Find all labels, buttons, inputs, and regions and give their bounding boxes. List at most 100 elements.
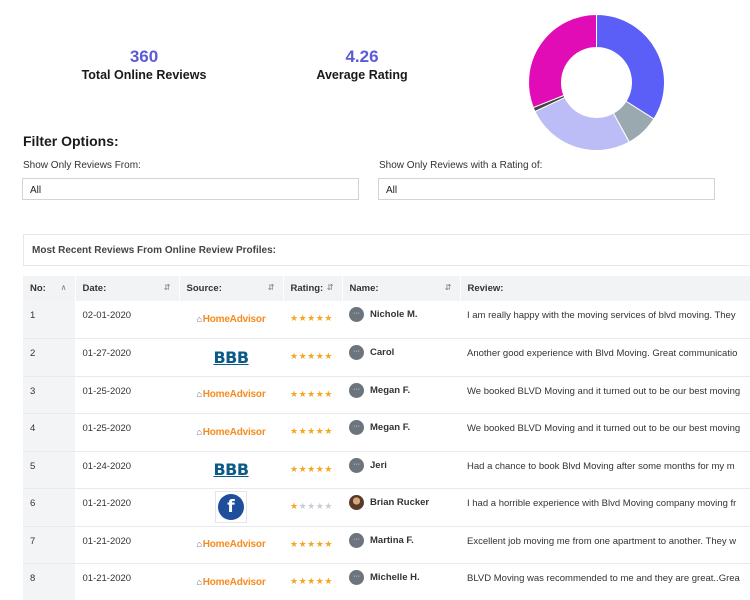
- table-row[interactable]: 8 01-21-2020 ⌂HomeAdvisor ★★★★★ ··· Michelle …: [23, 563, 750, 600]
- row-date: 01-21-2020: [75, 488, 179, 527]
- star-icon: ★: [324, 501, 333, 511]
- row-name: ··· Megan F.: [342, 413, 460, 452]
- homeadvisor-logo: ⌂HomeAdvisor: [196, 576, 266, 588]
- star-icon: ★: [298, 388, 308, 399]
- row-review: I am really happy with the moving servic…: [460, 301, 750, 339]
- header-rating[interactable]: Rating: ⇵: [283, 276, 343, 301]
- star-icon: ★: [324, 351, 333, 361]
- table-header-row: No: ∧ Date: ⇵ Source: ⇵ Rating: ⇵ Name: ⇵ Rev…: [23, 276, 750, 301]
- homeadvisor-logo: ⌂HomeAdvisor: [196, 389, 266, 401]
- star-icon: ★: [315, 313, 325, 323]
- avatar: ···: [349, 345, 364, 360]
- row-number: 7: [23, 526, 76, 564]
- row-name: Brian Rucker: [342, 488, 460, 527]
- source-filter-label: Show Only Reviews From:: [23, 160, 141, 171]
- avatar: ···: [349, 570, 364, 585]
- row-review: Another good experience with Blvd Moving…: [460, 338, 750, 377]
- table-row[interactable]: 1 02-01-2020 ⌂HomeAdvisor ★★★★★ ··· Nichole M…: [23, 301, 750, 339]
- header-date-label: Date:: [82, 283, 107, 294]
- reviewer-name: Brian Rucker: [370, 497, 430, 508]
- row-name: ··· Nichole M.: [342, 301, 460, 339]
- row-number: 6: [23, 488, 76, 527]
- row-source: BBB: [179, 338, 283, 377]
- row-number: 4: [23, 413, 76, 452]
- row-number: 8: [23, 563, 76, 600]
- avatar: ···: [349, 307, 364, 322]
- sort-icon: ⇵: [267, 283, 275, 292]
- donut-slice-2[interactable]: [534, 96, 630, 151]
- row-source: ⌂HomeAdvisor: [179, 526, 283, 564]
- average-rating-value: 4.26: [345, 47, 379, 66]
- facebook-logo: f: [215, 491, 247, 524]
- header-review[interactable]: Review:: [460, 276, 750, 301]
- table-row[interactable]: 4 01-25-2020 ⌂HomeAdvisor ★★★★★ ··· Megan F. W…: [23, 413, 750, 452]
- star-icon: ★: [298, 463, 308, 474]
- header-review-label: Review:: [467, 283, 504, 294]
- star-icon: ★: [290, 463, 299, 474]
- total-reviews-stat: 360 Total Online Reviews: [60, 47, 228, 83]
- row-date: 01-21-2020: [75, 563, 179, 600]
- average-rating-stat: 4.26 Average Rating: [292, 47, 432, 83]
- star-icon: ★: [324, 426, 333, 436]
- star-icon: ★: [307, 313, 316, 323]
- star-icon: ★: [315, 426, 325, 436]
- homeadvisor-logo: ⌂HomeAdvisor: [196, 426, 266, 438]
- rating-filter-select[interactable]: All: [378, 178, 715, 200]
- star-icon: ★: [307, 463, 316, 474]
- header-name[interactable]: Name: ⇵: [342, 276, 461, 301]
- donut-slice-0[interactable]: [596, 13, 665, 120]
- table-row[interactable]: 7 01-21-2020 ⌂HomeAdvisor ★★★★★ ··· Martina F…: [23, 526, 750, 564]
- table-row[interactable]: 6 01-21-2020 f ★★★★★ Brian Rucker I had a hor…: [23, 488, 750, 527]
- header-no[interactable]: No: ∧: [23, 276, 76, 301]
- donut-slice-4[interactable]: [528, 13, 597, 109]
- star-icon: ★: [298, 426, 308, 436]
- recent-reviews-title: Most Recent Reviews From Online Review P…: [23, 234, 750, 266]
- star-icon: ★: [290, 351, 299, 361]
- header-source[interactable]: Source: ⇵: [179, 276, 284, 301]
- row-number: 5: [23, 451, 76, 489]
- row-name: ··· Michelle H.: [342, 563, 460, 600]
- star-icon: ★: [324, 313, 333, 323]
- star-icon: ★: [298, 501, 308, 511]
- homeadvisor-logo: ⌂HomeAdvisor: [196, 539, 266, 551]
- table-row[interactable]: 5 01-24-2020 BBB ★★★★★ ··· Jeri Had a chance t…: [23, 451, 750, 489]
- row-source: ⌂HomeAdvisor: [179, 563, 283, 600]
- reviewer-name: Megan F.: [370, 384, 411, 396]
- filter-options-title: Filter Options:: [23, 133, 119, 149]
- star-icon: ★: [307, 576, 316, 586]
- header-rating-label: Rating:: [290, 283, 324, 294]
- table-row[interactable]: 2 01-27-2020 BBB ★★★★★ ··· Carol Another good …: [23, 338, 750, 377]
- star-icon: ★: [290, 426, 299, 436]
- header-no-label: No:: [30, 283, 46, 294]
- row-number: 2: [23, 338, 76, 377]
- source-filter-select[interactable]: All: [22, 178, 359, 200]
- star-icon: ★: [298, 351, 308, 361]
- row-rating: ★★★★★: [283, 563, 342, 600]
- star-icon: ★: [307, 426, 316, 436]
- row-source: ⌂HomeAdvisor: [179, 301, 283, 339]
- star-icon: ★: [324, 388, 333, 399]
- row-name: ··· Martina F.: [342, 526, 460, 564]
- star-icon: ★: [315, 501, 325, 511]
- row-date: 01-27-2020: [75, 338, 179, 377]
- avatar: ···: [349, 420, 364, 435]
- header-name-label: Name:: [349, 283, 379, 294]
- row-rating: ★★★★★: [283, 413, 342, 452]
- row-review: Had a chance to book Blvd Moving after s…: [460, 451, 750, 489]
- sort-asc-icon: ∧: [60, 283, 67, 292]
- row-date: 01-25-2020: [75, 413, 179, 452]
- avatar: ···: [349, 457, 364, 473]
- reviewer-name: Nichole M.: [370, 309, 418, 320]
- header-date[interactable]: Date: ⇵: [75, 276, 180, 301]
- avatar: [349, 495, 364, 510]
- sort-icon: ⇵: [444, 283, 452, 292]
- reviewer-name: Carol: [370, 347, 395, 358]
- row-source: ⌂HomeAdvisor: [179, 376, 283, 414]
- star-icon: ★: [307, 538, 316, 549]
- row-date: 02-01-2020: [75, 301, 179, 339]
- header-source-label: Source:: [186, 283, 222, 294]
- row-review: Excellent job moving me from one apartme…: [460, 526, 750, 564]
- row-number: 3: [23, 376, 76, 414]
- row-source: BBB: [179, 451, 283, 489]
- table-row[interactable]: 3 01-25-2020 ⌂HomeAdvisor ★★★★★ ··· Megan F. W…: [23, 376, 750, 414]
